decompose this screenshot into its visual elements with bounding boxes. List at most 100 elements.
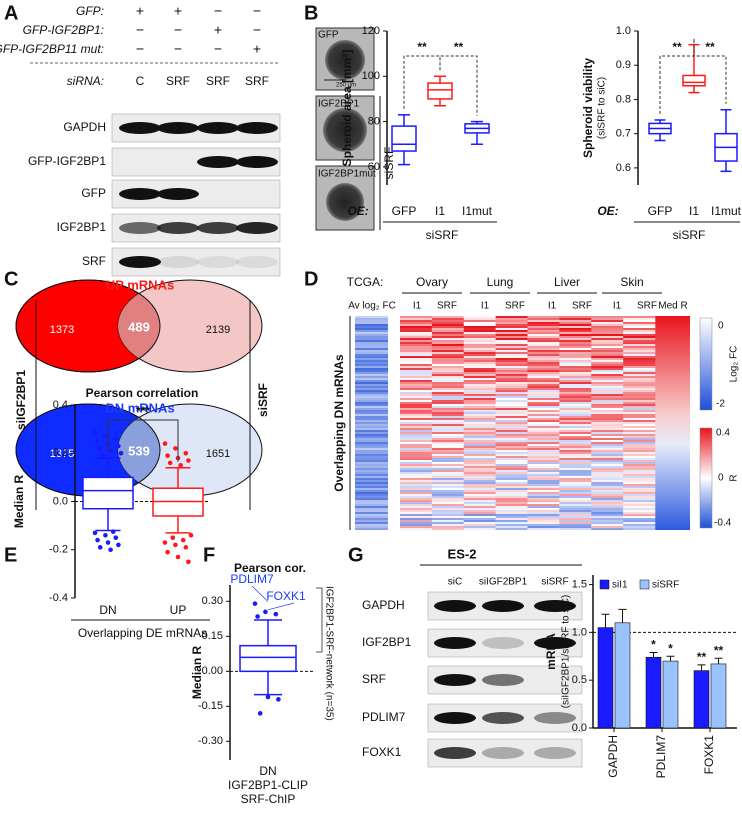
row-mark: − (136, 22, 144, 38)
heatmap-cell (591, 422, 624, 424)
heatmap-cell (527, 522, 560, 524)
heatmap-cell (463, 516, 496, 518)
heatmap-cell (495, 410, 528, 412)
heatmap-cell (431, 378, 465, 380)
heatmap-cell (463, 390, 496, 392)
heatmap-cell (591, 460, 624, 462)
row-label: siRNA: (67, 74, 104, 88)
heatmap-cell (527, 340, 560, 342)
heatmap-cell (527, 478, 560, 480)
heatmap-cell (591, 516, 624, 518)
heatmap-cell (400, 410, 433, 412)
heatmap-cell (623, 318, 656, 320)
heatmap-cell (495, 468, 528, 470)
y-axis-label: Median R (12, 475, 26, 529)
heatmap-cell (431, 486, 465, 488)
heatmap-cell (400, 400, 433, 402)
heatmap-cell (495, 332, 528, 334)
heatmap-cell (623, 512, 656, 514)
heatmap-cell (431, 404, 465, 406)
heatmap-cell (623, 380, 656, 382)
heatmap-cell (431, 392, 465, 394)
heatmap-cell (559, 412, 592, 414)
colorbar-label: R (729, 474, 740, 481)
heatmap-cell (400, 352, 433, 354)
tissue-label: Skin (620, 275, 643, 289)
heatmap-cell (495, 322, 528, 324)
heatmap-cell (431, 364, 465, 366)
heatmap-cell (527, 350, 560, 352)
heatmap-cell (355, 448, 388, 450)
heatmap-cell (355, 352, 388, 354)
heatmap-cell (527, 516, 560, 518)
heatmap-cell (527, 342, 560, 344)
heatmap-cell (400, 492, 433, 494)
box (82, 476, 134, 510)
heatmap-cell (623, 376, 656, 378)
heatmap-cell (527, 502, 560, 504)
heatmap-cell (623, 474, 656, 476)
heatmap-cell (463, 446, 496, 448)
heatmap-cell (495, 334, 528, 336)
heatmap-cell (623, 344, 656, 346)
heatmap-cell (355, 330, 388, 332)
heatmap-cell (400, 342, 433, 344)
x-tick-label: GAPDH (606, 735, 620, 778)
heatmap-cell (623, 384, 656, 386)
heatmap-cell (355, 494, 388, 496)
heatmap-cell (431, 374, 465, 376)
heatmap-cell (431, 416, 465, 418)
heatmap-cell (400, 430, 433, 432)
heatmap-cell (623, 382, 656, 384)
heatmap-cell (623, 438, 656, 440)
x-tick-label: I1mut (462, 204, 493, 218)
heatmap-cell (559, 440, 592, 442)
heatmap-cell (623, 364, 656, 366)
blot-band (434, 637, 476, 649)
heatmap-cell (400, 502, 433, 504)
heatmap-cell (355, 446, 388, 448)
blot-band (534, 747, 576, 759)
heatmap-cell (463, 434, 496, 436)
heatmap-cell (591, 412, 624, 414)
heatmap-cell (527, 500, 560, 502)
heatmap-cell (355, 408, 388, 410)
heatmap-cell (623, 348, 656, 350)
heatmap-cell (463, 444, 496, 446)
heatmap-cell (559, 498, 592, 500)
heatmap-cell (559, 506, 592, 508)
heatmap-cell (431, 440, 465, 442)
heatmap-cell (463, 522, 496, 524)
outlier (178, 463, 183, 468)
heatmap-cell (495, 338, 528, 340)
heatmap-cell (431, 484, 465, 486)
heatmap-cell (463, 424, 496, 426)
heatmap-cell (527, 474, 560, 476)
heatmap-cell (355, 456, 388, 458)
heatmap-cell (623, 402, 656, 404)
heatmap-cell (559, 464, 592, 466)
colorbar-tick: 0 (718, 321, 724, 332)
heatmap-cell (355, 354, 388, 356)
heatmap-cell (355, 514, 388, 516)
heatmap-cell (431, 418, 465, 420)
column-label: SRF (572, 301, 592, 312)
heatmap-cell (400, 488, 433, 490)
heatmap-cell (623, 392, 656, 394)
heatmap-cell (431, 446, 465, 448)
outlier (92, 429, 98, 434)
heatmap-cell (400, 364, 433, 366)
heatmap-cell (591, 518, 624, 520)
heatmap-cell (400, 506, 433, 508)
heatmap-cell (591, 372, 624, 374)
heatmap-cell (495, 414, 528, 416)
x-sublabel: IGF2BP1-CLIP (228, 778, 308, 792)
heatmap-cell (355, 318, 388, 320)
heatmap-cell (355, 440, 388, 442)
column-label: I1 (481, 301, 490, 312)
y-axis-sublabel: (siIGF2BP1/siSRF to siC) (561, 595, 572, 708)
heatmap-cell (623, 430, 656, 432)
heatmap-cell (400, 480, 433, 482)
heatmap-cell (431, 320, 465, 322)
heatmap-cell (355, 492, 388, 494)
